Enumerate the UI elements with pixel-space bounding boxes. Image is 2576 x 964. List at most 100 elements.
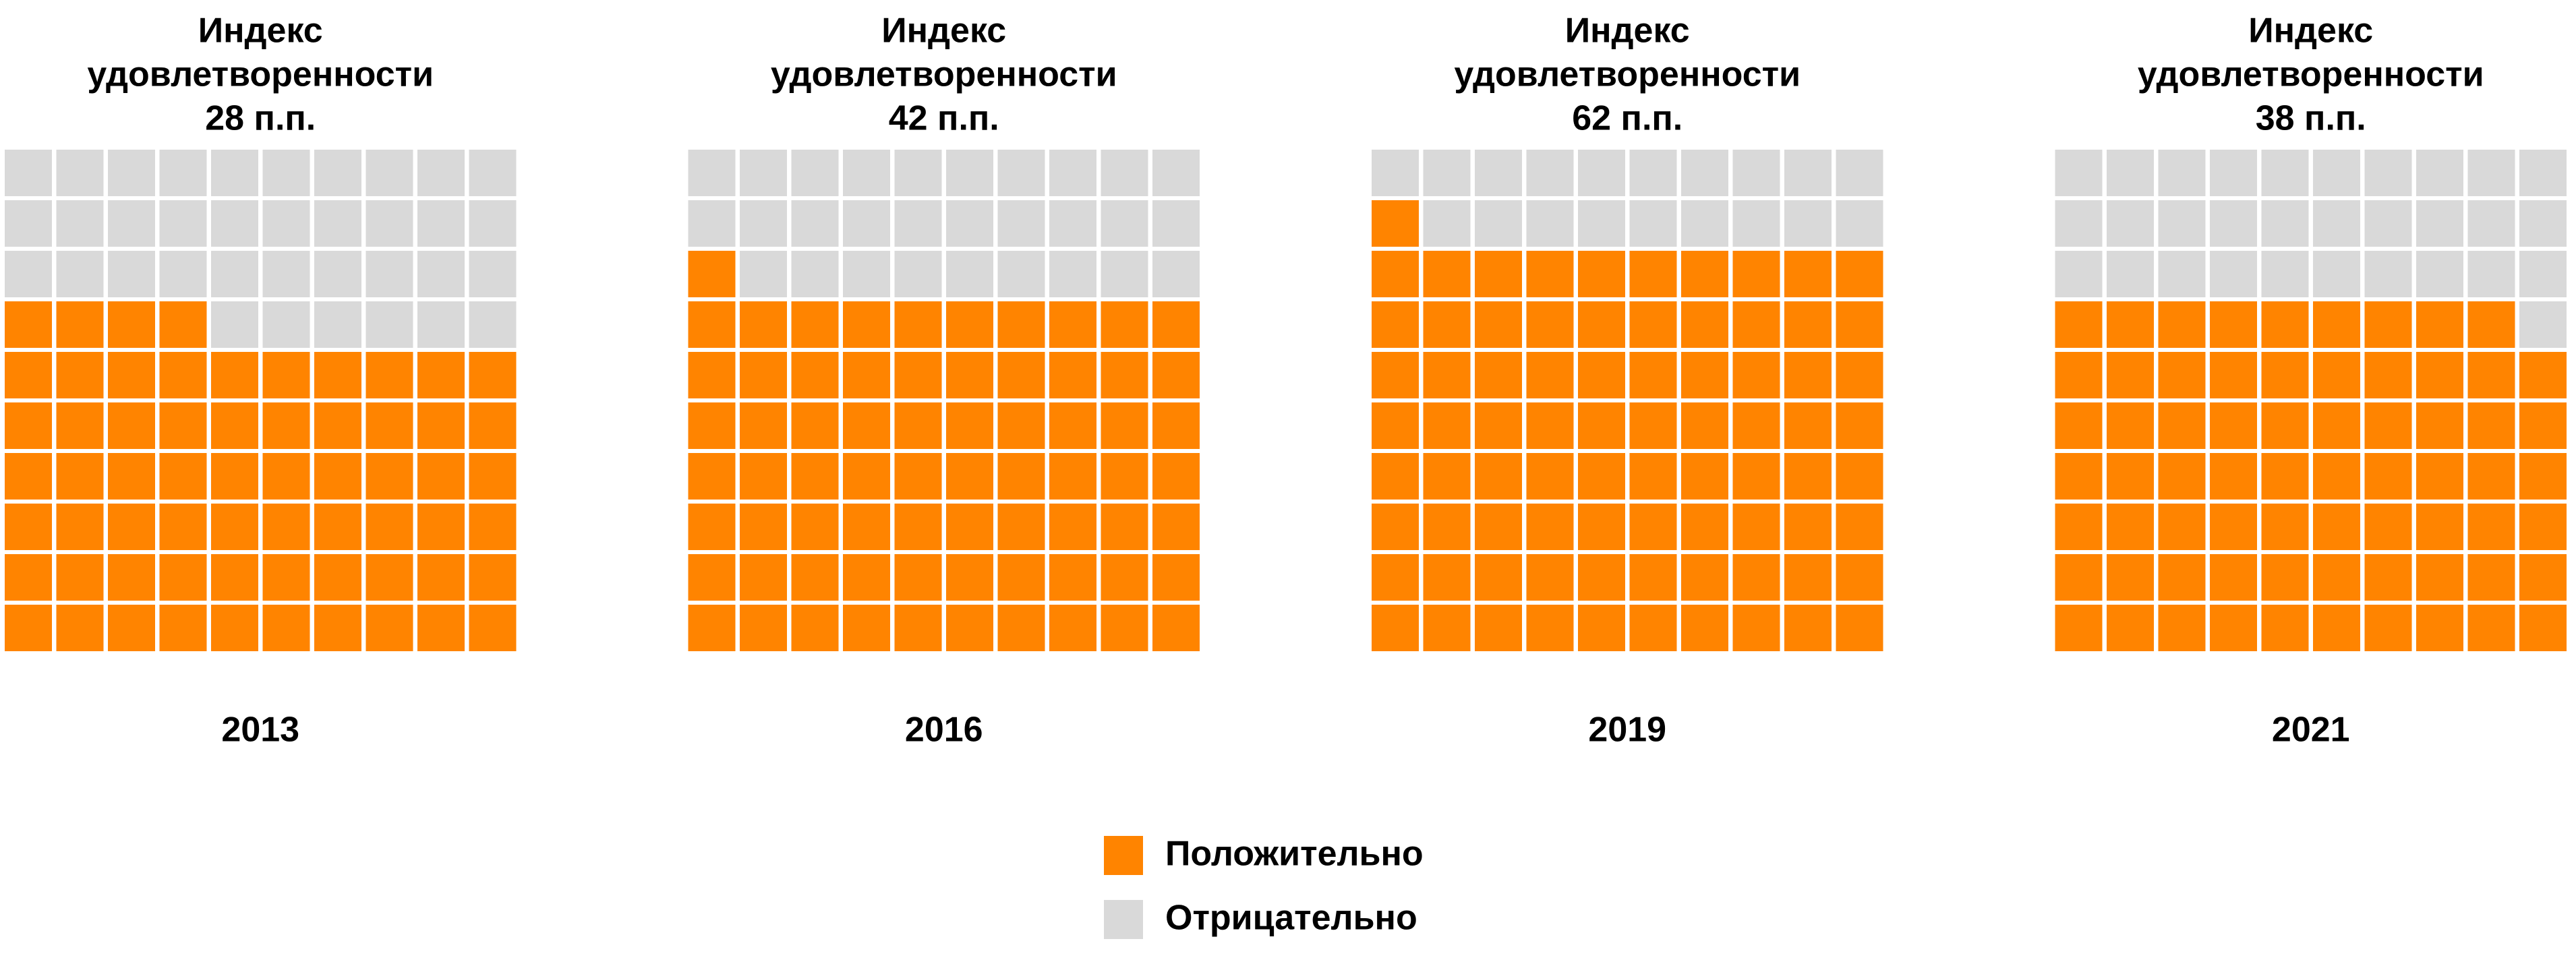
waffle-cell	[2313, 402, 2360, 449]
waffle-cell	[56, 200, 104, 247]
waffle-cell	[314, 352, 361, 398]
waffle-cell	[5, 504, 52, 550]
waffle-cell	[2158, 200, 2206, 247]
waffle-cell	[2519, 251, 2567, 297]
waffle-cell	[2416, 453, 2463, 500]
waffle-cell	[1049, 301, 1096, 348]
waffle-cell	[791, 453, 839, 500]
waffle-cell	[843, 200, 890, 247]
waffle-cell	[1784, 402, 1832, 449]
waffle-cell	[1836, 554, 1883, 601]
waffle-cell	[688, 150, 736, 196]
waffle-cell	[2467, 402, 2515, 449]
waffle-cell	[365, 504, 413, 550]
waffle-cell	[894, 453, 942, 500]
waffle-cell	[2158, 402, 2206, 449]
waffle-cell	[997, 554, 1045, 601]
waffle-cell	[894, 605, 942, 651]
waffle-cell	[262, 352, 310, 398]
waffle-cell	[1629, 605, 1677, 651]
waffle-cell	[1101, 504, 1148, 550]
waffle-cell	[2210, 605, 2257, 651]
waffle-cell	[469, 200, 517, 247]
waffle-cell	[1836, 504, 1883, 550]
waffle-cell	[1784, 150, 1832, 196]
waffle-cell	[1836, 453, 1883, 500]
waffle-cell	[791, 301, 839, 348]
waffle-cell	[1475, 301, 1522, 348]
waffle-cell	[997, 605, 1045, 651]
waffle-cell	[1372, 251, 1419, 297]
waffle-cell	[2313, 453, 2360, 500]
waffle-cell	[56, 402, 104, 449]
waffle-cell	[1152, 402, 1200, 449]
waffle-cell	[946, 504, 993, 550]
waffle-cell	[946, 200, 993, 247]
waffle-cell	[997, 150, 1045, 196]
waffle-cell	[1578, 402, 1625, 449]
waffle-cell	[1681, 453, 1728, 500]
waffle-cell	[159, 605, 207, 651]
waffle-cell	[56, 150, 104, 196]
waffle-cell	[2107, 554, 2154, 601]
waffle-cell	[1732, 251, 1780, 297]
waffle-cell	[108, 402, 155, 449]
waffle-cell	[2313, 251, 2360, 297]
waffle-cell	[56, 301, 104, 348]
waffle-cell	[365, 200, 413, 247]
waffle-cell	[2313, 504, 2360, 550]
waffle-cell	[108, 453, 155, 500]
waffle-cell	[1681, 402, 1728, 449]
waffle-cell	[1049, 554, 1096, 601]
waffle-cell	[2158, 453, 2206, 500]
waffle-cell	[2313, 554, 2360, 601]
waffle-cell	[365, 150, 413, 196]
waffle-cell	[2107, 453, 2154, 500]
waffle-cell	[469, 605, 517, 651]
waffle-cell	[1372, 605, 1419, 651]
waffle-cell	[1629, 504, 1677, 550]
waffle-cell	[1836, 352, 1883, 398]
waffle-cell	[1732, 301, 1780, 348]
waffle-cell	[211, 402, 258, 449]
waffle-cell	[2519, 453, 2567, 500]
waffle-cell	[1526, 605, 1574, 651]
waffle-cell	[1049, 453, 1096, 500]
waffle-cell	[1152, 605, 1200, 651]
waffle-cell	[688, 605, 736, 651]
waffle-cell	[1049, 251, 1096, 297]
waffle-cell	[365, 554, 413, 601]
waffle-cell	[2210, 504, 2257, 550]
waffle-cell	[108, 554, 155, 601]
waffle-cell	[843, 352, 890, 398]
waffle-cell	[108, 301, 155, 348]
waffle-cell	[688, 402, 736, 449]
waffle-cell	[1152, 301, 1200, 348]
waffle-cell	[56, 352, 104, 398]
waffle-cell	[1784, 301, 1832, 348]
waffle-cell	[1578, 301, 1625, 348]
waffle-cell	[2313, 150, 2360, 196]
waffle-cell	[1423, 504, 1471, 550]
waffle-cell	[740, 453, 787, 500]
waffle-cell	[2210, 301, 2257, 348]
waffle-cell	[1629, 352, 1677, 398]
waffle-cell	[2210, 251, 2257, 297]
waffle-cell	[688, 200, 736, 247]
waffle-cell	[2467, 352, 2515, 398]
waffle-cell	[1526, 200, 1574, 247]
waffle-cell	[1101, 301, 1148, 348]
waffle-cell	[2210, 150, 2257, 196]
waffle-cell	[2519, 200, 2567, 247]
waffle-cell	[1526, 150, 1574, 196]
waffle-cell	[1784, 504, 1832, 550]
waffle-cell	[1681, 504, 1728, 550]
x-label: 2016	[905, 711, 983, 750]
waffle-cell	[946, 554, 993, 601]
waffle-cell	[1732, 352, 1780, 398]
waffle-cell	[2158, 605, 2206, 651]
waffle-cell	[365, 402, 413, 449]
waffle-cell	[894, 200, 942, 247]
waffle-cell	[1681, 200, 1728, 247]
waffle-cell	[211, 504, 258, 550]
